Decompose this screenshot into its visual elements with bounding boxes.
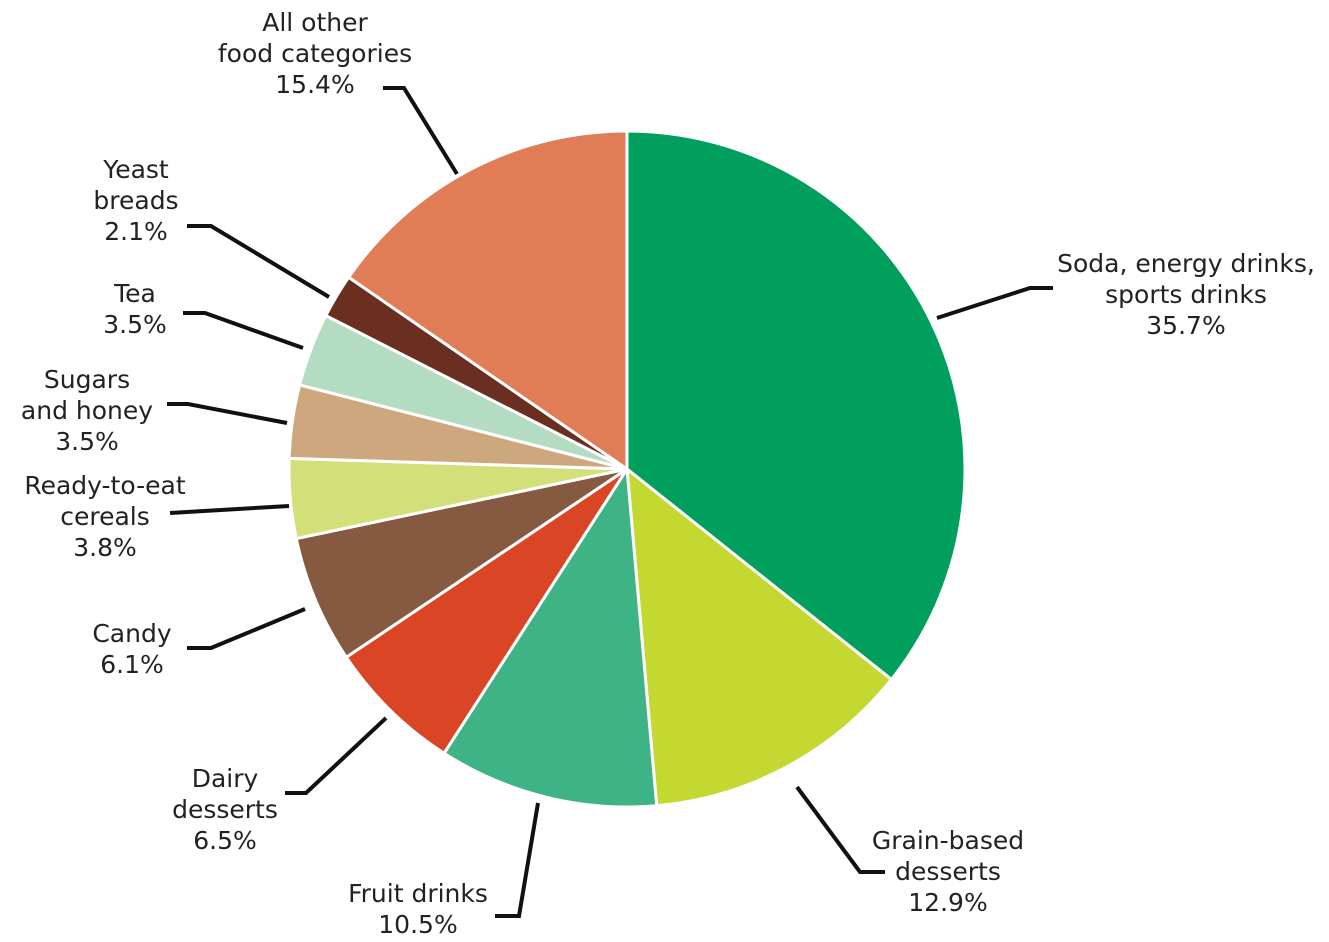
slice-label-10: All other food categories 15.4% — [218, 8, 412, 99]
slice-label-3: Fruit drinks 10.5% — [348, 879, 488, 939]
slice-value-6: 3.8% — [73, 533, 137, 562]
slice-label-1: Soda, energy drinks, sports drinks 35.7% — [1057, 249, 1315, 340]
slice-label-line: Yeast — [102, 155, 169, 184]
slice-label-line: Sugars — [44, 365, 130, 394]
slice-label-line: and honey — [21, 396, 153, 425]
slice-label-line: Grain-based — [872, 826, 1024, 855]
leader-line-2 — [795, 785, 885, 874]
leader-line-1 — [936, 286, 1053, 320]
slice-label-line: Tea — [113, 279, 156, 308]
slice-value-8: 3.5% — [103, 310, 167, 339]
slice-label-line: All other — [262, 8, 368, 37]
leader-line-7 — [167, 402, 288, 425]
slice-label-line: sports drinks — [1105, 280, 1267, 309]
leader-line-5 — [187, 607, 306, 650]
slice-value-4: 6.5% — [193, 826, 257, 855]
slice-label-2: Grain-based desserts 12.9% — [872, 826, 1024, 917]
leader-line-8 — [183, 311, 304, 350]
slice-value-1: 35.7% — [1146, 311, 1225, 340]
slice-label-line: Fruit drinks — [348, 879, 488, 908]
pie-slice-10 — [346, 129, 629, 472]
slice-value-7: 3.5% — [55, 427, 119, 456]
slice-label-line: Dairy — [192, 764, 259, 793]
slice-label-8: Tea 3.5% — [103, 279, 167, 339]
slice-value-9: 2.1% — [104, 217, 168, 246]
pie-slice-3 — [442, 464, 659, 809]
slice-label-9: Yeast breads 2.1% — [93, 155, 178, 246]
pie-slices — [287, 129, 967, 809]
slice-value-2: 12.9% — [908, 888, 987, 917]
slice-label-line: desserts — [895, 857, 1001, 886]
slice-label-5: Candy 6.1% — [92, 619, 171, 679]
slice-label-line: Soda, energy drinks, — [1057, 249, 1315, 278]
leader-lines — [167, 86, 1053, 918]
slice-label-line: desserts — [172, 795, 278, 824]
pie-slice-5 — [294, 467, 628, 660]
pie-slice-1 — [625, 129, 967, 682]
slice-labels: Soda, energy drinks, sports drinks 35.7% Gr… — [21, 8, 1315, 939]
leader-line-4 — [285, 716, 388, 795]
slice-value-10: 15.4% — [275, 70, 354, 99]
leader-line-3 — [495, 802, 540, 918]
slice-label-line: cereals — [60, 502, 150, 531]
pie-slice-2 — [625, 465, 894, 808]
slice-label-line: breads — [93, 186, 178, 215]
leader-line-10 — [383, 86, 459, 176]
slice-label-line: Ready-to-eat — [24, 471, 185, 500]
slice-value-3: 10.5% — [378, 910, 457, 939]
pie-slice-4 — [344, 467, 629, 756]
slice-label-7: Sugars and honey 3.5% — [21, 365, 153, 456]
slice-label-4: Dairy desserts 6.5% — [172, 764, 278, 855]
leader-line-9 — [187, 224, 331, 299]
leader-line-6 — [169, 504, 290, 515]
slice-label-line: food categories — [218, 39, 412, 68]
slice-value-5: 6.1% — [100, 650, 164, 679]
slice-label-6: Ready-to-eat cereals 3.8% — [24, 471, 185, 562]
slice-label-line: Candy — [92, 619, 171, 648]
